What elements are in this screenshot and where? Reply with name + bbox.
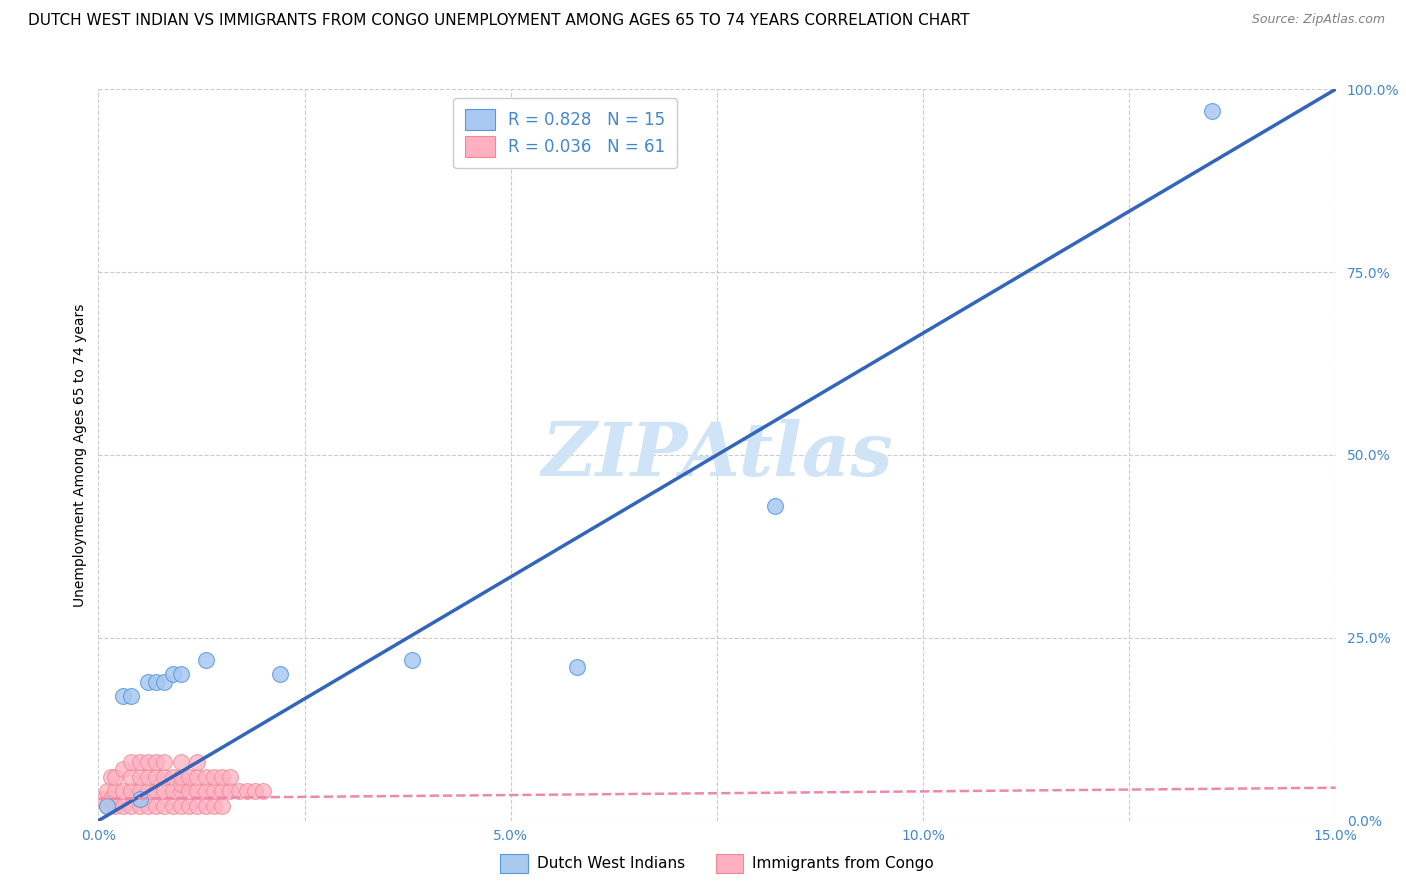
Point [202,770,225,784]
Point [194,784,217,798]
Point [179,770,201,784]
Point [145,799,167,814]
Point [100,791,122,805]
Point [120,784,142,798]
Point [153,674,176,689]
Point [179,784,201,798]
Point [170,784,193,798]
Point [128,755,150,769]
Point [153,755,176,769]
Point [252,784,274,798]
Point [128,770,150,784]
Text: ZIPAtlas: ZIPAtlas [541,418,893,491]
Point [269,667,291,681]
Point [112,763,135,777]
Point [136,799,159,814]
Point [202,784,225,798]
Point [194,799,217,814]
Text: Source: ZipAtlas.com: Source: ZipAtlas.com [1251,13,1385,27]
Point [91,791,114,805]
Point [243,784,266,798]
Point [145,674,167,689]
Point [194,770,217,784]
Point [96,799,118,814]
Text: DUTCH WEST INDIAN VS IMMIGRANTS FROM CONGO UNEMPLOYMENT AMONG AGES 65 TO 74 YEAR: DUTCH WEST INDIAN VS IMMIGRANTS FROM CON… [28,13,970,29]
Point [145,755,167,769]
Point [112,799,135,814]
Point [145,770,167,784]
Point [136,755,159,769]
Y-axis label: Unemployment Among Ages 65 to 74 years: Unemployment Among Ages 65 to 74 years [73,303,87,607]
Point [162,799,184,814]
Point [100,770,122,784]
Point [145,784,167,798]
Point [219,770,242,784]
Point [202,799,225,814]
Point [96,784,118,798]
Point [170,777,193,791]
Point [179,799,201,814]
Point [1201,104,1223,119]
Point [401,653,423,667]
Point [186,799,208,814]
Point [162,770,184,784]
Point [136,674,159,689]
Point [219,784,242,798]
Point [128,799,150,814]
Point [104,770,127,784]
Point [186,770,208,784]
Point [128,784,150,798]
Point [120,690,142,704]
Point [96,799,118,814]
Point [194,653,217,667]
Point [186,784,208,798]
Point [211,784,233,798]
Point [186,755,208,769]
Point [228,784,250,798]
Point [120,770,142,784]
Point [565,660,588,674]
Point [112,690,135,704]
Point [153,799,176,814]
Point [170,799,193,814]
Point [211,770,233,784]
Point [763,499,786,513]
Point [211,799,233,814]
Point [112,784,135,798]
Point [236,784,259,798]
Point [162,784,184,798]
Point [104,799,127,814]
Point [162,667,184,681]
Point [153,770,176,784]
Point [170,770,193,784]
Point [170,755,193,769]
Point [128,791,150,805]
Point [136,784,159,798]
Legend: Dutch West Indians, Immigrants from Congo: Dutch West Indians, Immigrants from Cong… [494,848,941,879]
Point [120,799,142,814]
Point [153,784,176,798]
Point [104,784,127,798]
Point [136,770,159,784]
Point [120,755,142,769]
Point [170,667,193,681]
